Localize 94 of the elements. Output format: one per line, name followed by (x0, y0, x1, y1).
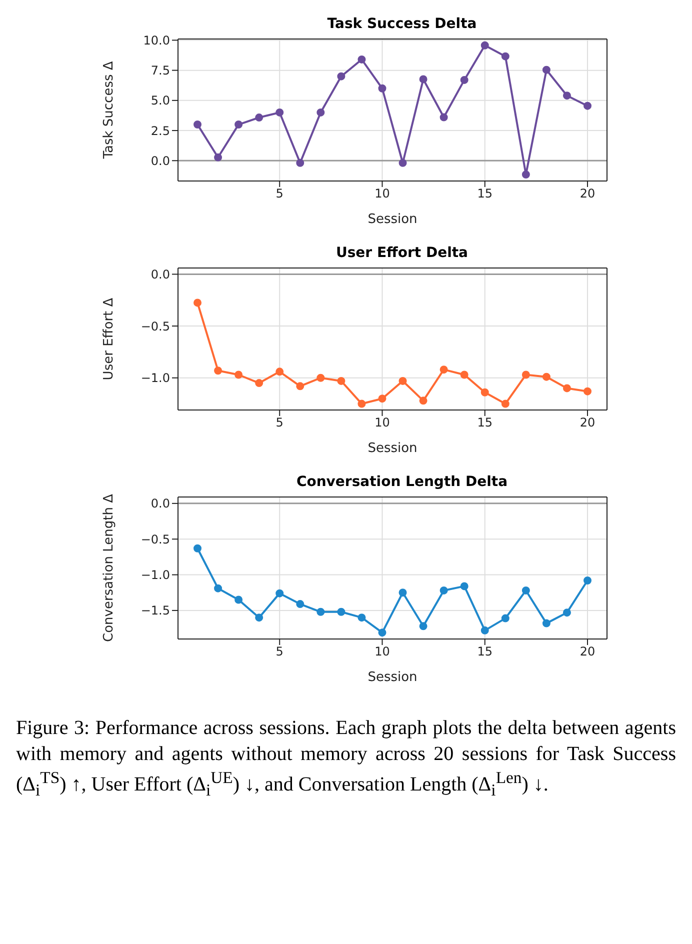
point (316, 608, 325, 616)
point (276, 108, 284, 116)
point (480, 626, 489, 634)
point (358, 400, 366, 408)
point (460, 76, 468, 84)
x-tick-label: 20 (580, 416, 596, 430)
point (378, 394, 386, 403)
point (522, 370, 530, 379)
y-tick-label: −0.5 (140, 532, 170, 546)
point (296, 382, 304, 390)
point (214, 366, 222, 375)
x-tick-label: 20 (580, 644, 596, 659)
x-axis-title: Session (368, 212, 418, 227)
point (542, 619, 550, 628)
x-tick-label: 10 (374, 416, 390, 430)
point (255, 114, 264, 122)
point (337, 72, 346, 80)
point (255, 614, 264, 622)
point (440, 586, 448, 594)
point (419, 396, 428, 405)
point (480, 388, 489, 396)
point (234, 370, 243, 379)
point (440, 113, 448, 122)
y-tick-label: 5.0 (150, 94, 170, 108)
point (460, 370, 468, 379)
x-tick-label: 10 (374, 186, 390, 201)
y-axis-title: User Effort Δ (102, 298, 117, 380)
point (378, 628, 386, 637)
point (194, 298, 202, 307)
point (562, 608, 571, 617)
x-axis-title: Session (368, 441, 418, 456)
point (398, 588, 407, 597)
y-tick-label: 0.0 (150, 496, 170, 511)
y-tick-label: 10.0 (143, 33, 170, 48)
x-axis-title: Session (368, 670, 418, 685)
y-axis-title: Task Success Δ (102, 61, 117, 160)
point (316, 108, 325, 116)
x-tick-label: 15 (477, 416, 493, 430)
point (337, 376, 346, 385)
point (296, 600, 304, 608)
y-tick-label: 0.0 (150, 154, 170, 168)
point (194, 120, 202, 129)
point (255, 379, 264, 388)
point (522, 170, 530, 178)
x-tick-label: 5 (276, 644, 284, 659)
x-tick-label: 10 (374, 644, 390, 659)
point (501, 614, 510, 622)
y-axis-title: Conversation Length Δ (102, 494, 117, 642)
point (358, 614, 366, 622)
x-tick-label: 15 (477, 644, 493, 659)
point (542, 66, 550, 74)
point (296, 158, 304, 167)
chart-title: Conversation Length Delta (295, 474, 509, 490)
point (419, 622, 428, 630)
point (584, 576, 592, 584)
text: Figure 3: Performance across sessions. Each graph plots the delta between agents with memory and agents without memory across 20 sessions for Task Success (Δ$_{i}$$^{TS}$) ↑, User Effort (Δ$_{i}$$^{UE}$) ↓, and Conversation Length (Δ$_{i}$$^{Len}$) ↓. (16, 717, 676, 800)
y-tick-label: 7.5 (150, 64, 170, 78)
point (460, 582, 468, 590)
y-tick-label: 0.0 (150, 267, 170, 282)
point (316, 374, 325, 382)
point (194, 544, 202, 552)
point (522, 586, 530, 594)
chart-title: Task Success Delta (326, 16, 478, 32)
y-tick-label: −1.5 (140, 604, 170, 618)
point (378, 84, 386, 92)
point (234, 596, 243, 604)
point (234, 120, 243, 129)
x-tick-label: 20 (580, 186, 596, 201)
x-tick-label: 5 (276, 186, 284, 201)
x-tick-label: 15 (477, 186, 493, 201)
point (276, 589, 284, 598)
point (358, 55, 366, 64)
point (584, 387, 592, 396)
point (562, 384, 571, 392)
y-tick-label: 2.5 (150, 124, 170, 138)
point (398, 376, 407, 385)
y-tick-label: −0.5 (140, 319, 170, 334)
point (584, 102, 592, 110)
x-tick-label: 5 (276, 416, 284, 430)
point (440, 366, 448, 374)
point (214, 584, 222, 592)
point (419, 75, 428, 84)
point (501, 400, 510, 408)
point (276, 368, 284, 376)
point (501, 52, 510, 60)
point (398, 158, 407, 167)
point (214, 153, 222, 162)
chart-title: User Effort Delta (334, 245, 470, 261)
point (542, 372, 550, 381)
point (337, 608, 346, 616)
y-tick-label: −1.0 (140, 568, 170, 582)
point (480, 41, 489, 50)
y-tick-label: −1.0 (140, 371, 170, 386)
point (562, 92, 571, 100)
